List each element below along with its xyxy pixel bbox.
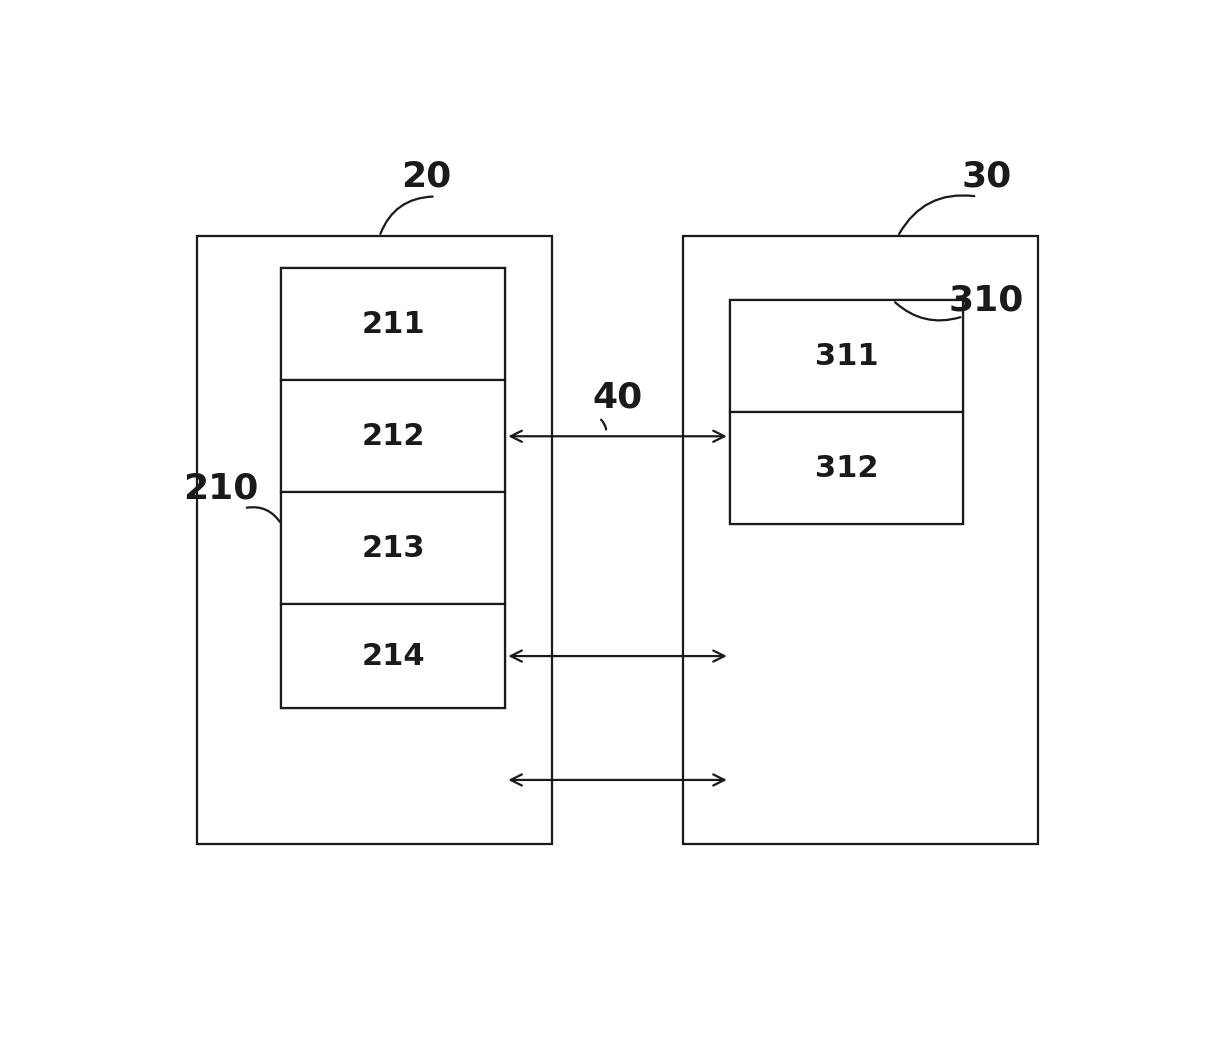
Bar	[282, 269, 506, 708]
Bar	[729, 300, 963, 524]
Text: 212: 212	[362, 421, 425, 450]
Bar	[729, 300, 963, 412]
Text: 210: 210	[183, 471, 258, 506]
Text: 214: 214	[362, 641, 425, 671]
Text: 40: 40	[593, 381, 642, 415]
Text: 310: 310	[948, 283, 1024, 318]
Text: 311: 311	[815, 342, 878, 371]
Text: 213: 213	[362, 534, 425, 563]
Bar	[683, 237, 1038, 844]
Bar	[282, 269, 506, 380]
Text: 211: 211	[362, 310, 425, 338]
Text: 30: 30	[962, 160, 1011, 193]
Bar	[198, 237, 552, 844]
Bar	[729, 412, 963, 524]
Text: 312: 312	[815, 454, 878, 483]
Bar	[282, 380, 506, 492]
Text: 20: 20	[401, 160, 451, 193]
Bar	[282, 492, 506, 604]
Bar	[282, 604, 506, 708]
